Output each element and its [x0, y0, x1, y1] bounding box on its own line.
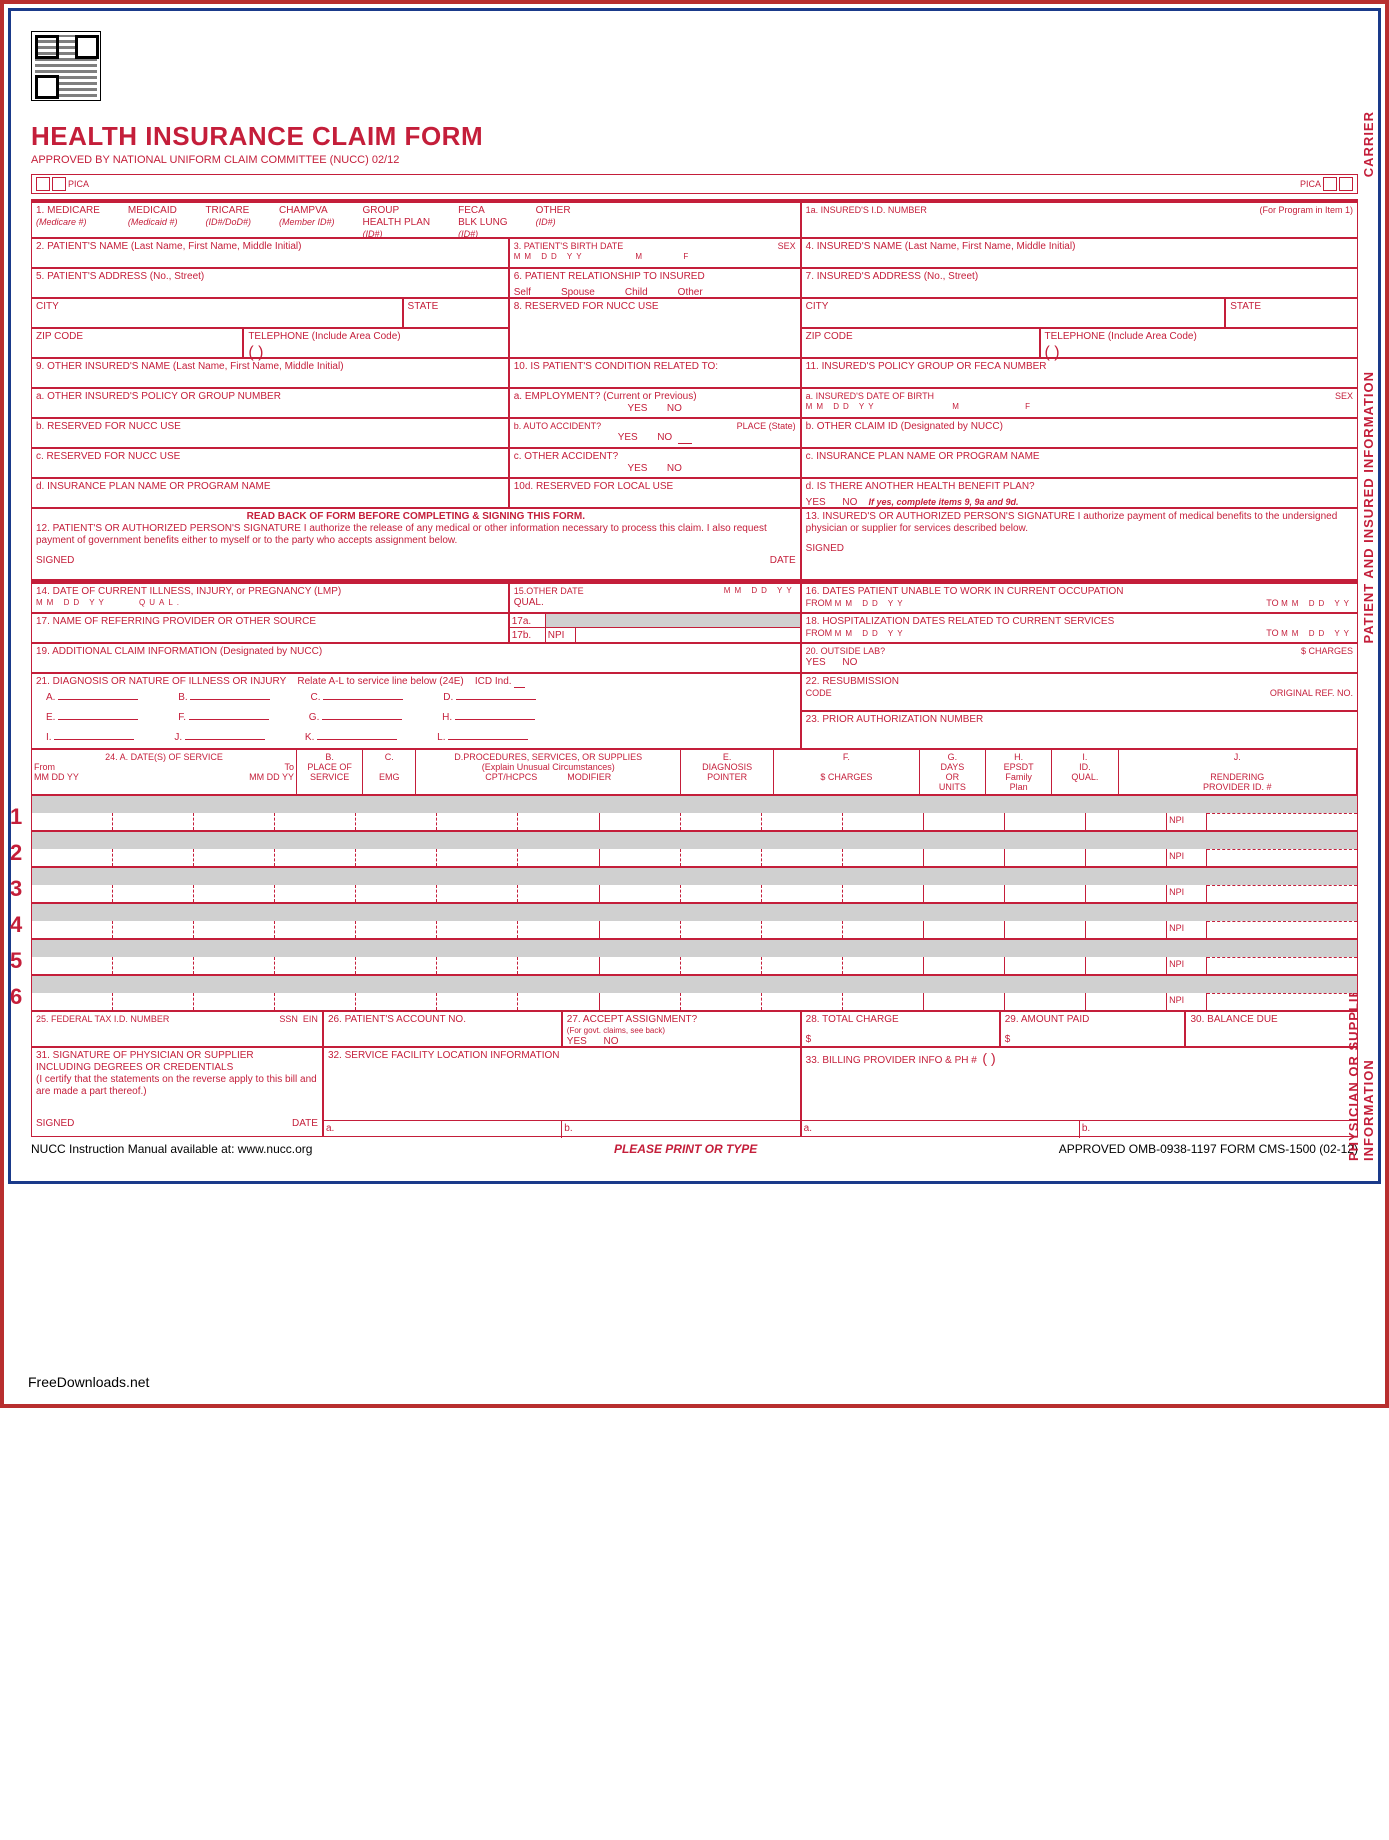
footer-center: PLEASE PRINT OR TYPE — [614, 1142, 757, 1156]
zip-right[interactable]: ZIP CODE — [801, 328, 1040, 358]
box-26[interactable]: 26. PATIENT'S ACCOUNT NO. — [323, 1011, 562, 1047]
diag-C[interactable]: C. — [310, 692, 403, 704]
diag-F[interactable]: F. — [178, 712, 269, 724]
form-subtitle: APPROVED BY NATIONAL UNIFORM CLAIM COMMI… — [31, 154, 1358, 166]
tricare-option[interactable]: TRICARE(ID#/DoD#) — [205, 205, 251, 240]
claim-form: CARRIER PATIENT AND INSURED INFORMATION … — [31, 31, 1358, 1161]
box-8[interactable]: 8. RESERVED FOR NUCC USE — [509, 298, 801, 328]
service-row-3[interactable]: 3NPI — [31, 867, 1358, 903]
service-row-2[interactable]: 2NPI — [31, 831, 1358, 867]
box-4[interactable]: 4. INSURED'S NAME (Last Name, First Name… — [801, 238, 1358, 268]
diag-J[interactable]: J. — [174, 732, 265, 744]
box-1a[interactable]: 1a. INSURED'S I.D. NUMBER(For Program in… — [801, 202, 1358, 238]
box-13[interactable]: 13. INSURED'S OR AUTHORIZED PERSON'S SIG… — [801, 508, 1358, 580]
box-9[interactable]: 9. OTHER INSURED'S NAME (Last Name, Firs… — [31, 358, 509, 388]
box-17[interactable]: 17. NAME OF REFERRING PROVIDER OR OTHER … — [31, 613, 509, 643]
box-10: 10. IS PATIENT'S CONDITION RELATED TO: — [509, 358, 801, 388]
box-10a[interactable]: a. EMPLOYMENT? (Current or Previous)YES … — [509, 388, 801, 418]
box-5[interactable]: 5. PATIENT'S ADDRESS (No., Street) — [31, 268, 509, 298]
pica-label-right: PICA — [1300, 179, 1321, 189]
box-9c[interactable]: c. RESERVED FOR NUCC USE — [31, 448, 509, 478]
diag-E[interactable]: E. — [46, 712, 138, 724]
service-row-5[interactable]: 5NPI — [31, 939, 1358, 975]
box-10d[interactable]: 10d. RESERVED FOR LOCAL USE — [509, 478, 801, 508]
pica-label-left: PICA — [68, 179, 89, 189]
box-27[interactable]: 27. ACCEPT ASSIGNMENT?(For govt. claims,… — [562, 1011, 801, 1047]
diag-A[interactable]: A. — [46, 692, 138, 704]
box-11[interactable]: 11. INSURED'S POLICY GROUP OR FECA NUMBE… — [801, 358, 1358, 388]
box-22[interactable]: 22. RESUBMISSIONCODEORIGINAL REF. NO. — [801, 673, 1358, 711]
box-31[interactable]: 31. SIGNATURE OF PHYSICIAN OR SUPPLIERIN… — [31, 1047, 323, 1137]
box-32[interactable]: 32. SERVICE FACILITY LOCATION INFORMATIO… — [323, 1047, 801, 1137]
box-14[interactable]: 14. DATE OF CURRENT ILLNESS, INJURY, or … — [31, 583, 509, 613]
box-3[interactable]: 3. PATIENT'S BIRTH DATESEXMM DD YY M F — [509, 238, 801, 268]
box-11d[interactable]: d. IS THERE ANOTHER HEALTH BENEFIT PLAN?… — [801, 478, 1358, 508]
box-24-header: 24. A. DATE(S) OF SERVICEFromToMM DD YYM… — [31, 749, 1358, 795]
group-option[interactable]: GROUP HEALTH PLAN(ID#) — [362, 205, 430, 240]
service-row-1[interactable]: 1NPI — [31, 795, 1358, 831]
box-12[interactable]: READ BACK OF FORM BEFORE COMPLETING & SI… — [31, 508, 801, 580]
box-21[interactable]: 21. DIAGNOSIS OR NATURE OF ILLNESS OR IN… — [31, 673, 801, 749]
diag-D[interactable]: D. — [443, 692, 536, 704]
phone-left[interactable]: TELEPHONE (Include Area Code)( ) — [243, 328, 508, 358]
qr-code — [31, 31, 101, 101]
box-17ab[interactable]: 17a. 17b.NPI — [509, 613, 801, 643]
footer-right: APPROVED OMB-0938-1197 FORM CMS-1500 (02… — [1059, 1142, 1358, 1156]
diag-G[interactable]: G. — [309, 712, 402, 724]
diag-I[interactable]: I. — [46, 732, 134, 744]
city-left[interactable]: CITY — [31, 298, 403, 328]
pica-check-right[interactable] — [1323, 177, 1337, 191]
box-19[interactable]: 19. ADDITIONAL CLAIM INFORMATION (Design… — [31, 643, 801, 673]
box-30[interactable]: 30. BALANCE DUE — [1185, 1011, 1358, 1047]
medicaid-option[interactable]: MEDICAID(Medicaid #) — [128, 205, 178, 240]
medicare-option[interactable]: 1. MEDICARE(Medicare #) — [36, 205, 100, 240]
service-row-4[interactable]: 4NPI — [31, 903, 1358, 939]
carrier-label: CARRIER — [1361, 111, 1376, 177]
patient-section-label: PATIENT AND INSURED INFORMATION — [1361, 371, 1376, 643]
diag-L[interactable]: L. — [437, 732, 528, 744]
city-right[interactable]: CITY — [801, 298, 1226, 328]
diag-B[interactable]: B. — [178, 692, 270, 704]
phone-right[interactable]: TELEPHONE (Include Area Code)( ) — [1040, 328, 1359, 358]
form-footer: NUCC Instruction Manual available at: ww… — [31, 1137, 1358, 1161]
box-15[interactable]: 15.OTHER DATEMM DD YYQUAL. — [509, 583, 801, 613]
other-option[interactable]: OTHER(ID#) — [536, 205, 571, 240]
champva-option[interactable]: CHAMPVA(Member ID#) — [279, 205, 335, 240]
feca-option[interactable]: FECA BLK LUNG(ID#) — [458, 205, 507, 240]
box-25[interactable]: 25. FEDERAL TAX I.D. NUMBERSSN EIN — [31, 1011, 323, 1047]
service-row-6[interactable]: 6NPI — [31, 975, 1358, 1011]
box-20[interactable]: 20. OUTSIDE LAB?$ CHARGESYES NO — [801, 643, 1358, 673]
state-right[interactable]: STATE — [1225, 298, 1358, 328]
box-11b[interactable]: b. OTHER CLAIM ID (Designated by NUCC) — [801, 418, 1358, 448]
box-18[interactable]: 18. HOSPITALIZATION DATES RELATED TO CUR… — [801, 613, 1358, 643]
box-16[interactable]: 16. DATES PATIENT UNABLE TO WORK IN CURR… — [801, 583, 1358, 613]
box-2[interactable]: 2. PATIENT'S NAME (Last Name, First Name… — [31, 238, 509, 268]
diag-H[interactable]: H. — [442, 712, 535, 724]
box-29[interactable]: 29. AMOUNT PAID$ — [1000, 1011, 1186, 1047]
box-9d[interactable]: d. INSURANCE PLAN NAME OR PROGRAM NAME — [31, 478, 509, 508]
box-9b[interactable]: b. RESERVED FOR NUCC USE — [31, 418, 509, 448]
box-11a[interactable]: a. INSURED'S DATE OF BIRTHSEXMM DD YY M … — [801, 388, 1358, 418]
box-28[interactable]: 28. TOTAL CHARGE$ — [801, 1011, 1000, 1047]
box-6[interactable]: 6. PATIENT RELATIONSHIP TO INSUREDSelfSp… — [509, 268, 801, 298]
state-left[interactable]: STATE — [403, 298, 509, 328]
box-10c[interactable]: c. OTHER ACCIDENT?YES NO — [509, 448, 801, 478]
pica-check-left[interactable] — [36, 177, 50, 191]
form-title: HEALTH INSURANCE CLAIM FORM — [31, 121, 1358, 152]
box-9a[interactable]: a. OTHER INSURED'S POLICY OR GROUP NUMBE… — [31, 388, 509, 418]
footer-left: NUCC Instruction Manual available at: ww… — [31, 1142, 312, 1156]
box-33[interactable]: 33. BILLING PROVIDER INFO & PH # ( ) a.b… — [801, 1047, 1358, 1137]
zip-left[interactable]: ZIP CODE — [31, 328, 243, 358]
box-7[interactable]: 7. INSURED'S ADDRESS (No., Street) — [801, 268, 1358, 298]
box-23[interactable]: 23. PRIOR AUTHORIZATION NUMBER — [801, 711, 1358, 749]
pica-row: PICA PICA — [31, 174, 1358, 194]
diag-K[interactable]: K. — [305, 732, 397, 744]
box-11c[interactable]: c. INSURANCE PLAN NAME OR PROGRAM NAME — [801, 448, 1358, 478]
credit: FreeDownloads.net — [8, 1364, 1381, 1400]
box-10b[interactable]: b. AUTO ACCIDENT?PLACE (State)YES NO — [509, 418, 801, 448]
